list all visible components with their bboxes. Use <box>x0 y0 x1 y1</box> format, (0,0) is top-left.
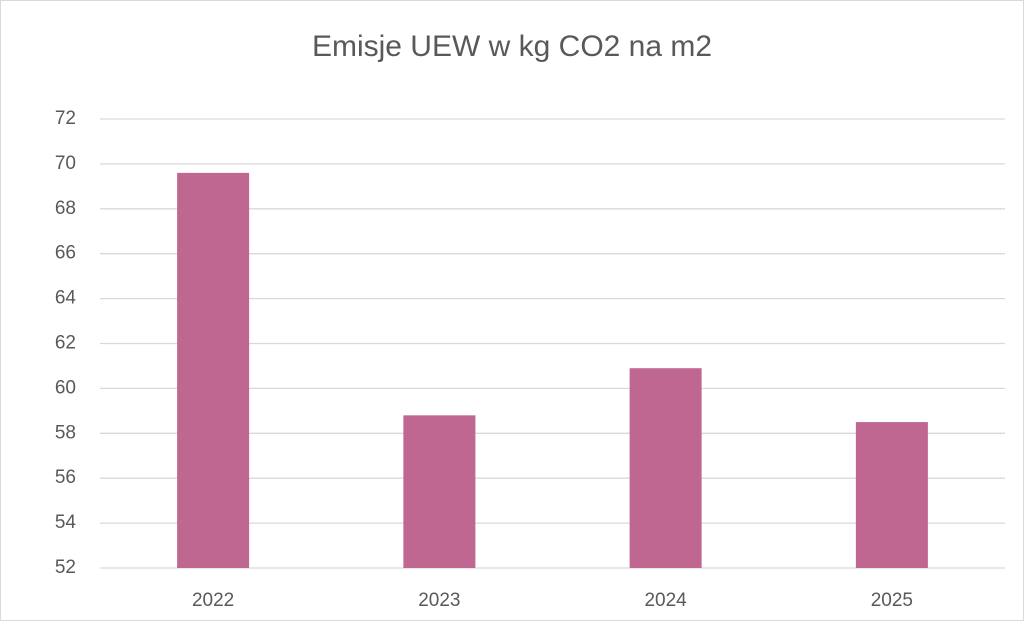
y-tick-label: 68 <box>55 198 76 219</box>
x-tick-label: 2025 <box>871 590 913 611</box>
x-tick-label: 2022 <box>192 590 234 611</box>
y-tick-label: 56 <box>55 467 76 488</box>
y-tick-label: 58 <box>55 422 76 443</box>
bar <box>177 172 250 568</box>
bar <box>855 422 928 568</box>
y-tick-label: 62 <box>55 333 76 354</box>
y-tick-label: 52 <box>55 557 76 578</box>
y-tick-label: 54 <box>55 512 77 533</box>
bar <box>629 368 702 568</box>
x-tick-label: 2023 <box>418 590 460 611</box>
y-tick-label: 60 <box>55 377 76 398</box>
y-tick-label: 64 <box>55 288 77 309</box>
y-tick-label: 66 <box>55 243 76 264</box>
x-tick-label: 2024 <box>644 590 687 611</box>
bar <box>403 415 476 568</box>
y-tick-label: 70 <box>55 153 76 174</box>
y-tick-label: 72 <box>55 108 76 129</box>
chart-title: Emisje UEW w kg CO2 na m2 <box>312 30 712 63</box>
